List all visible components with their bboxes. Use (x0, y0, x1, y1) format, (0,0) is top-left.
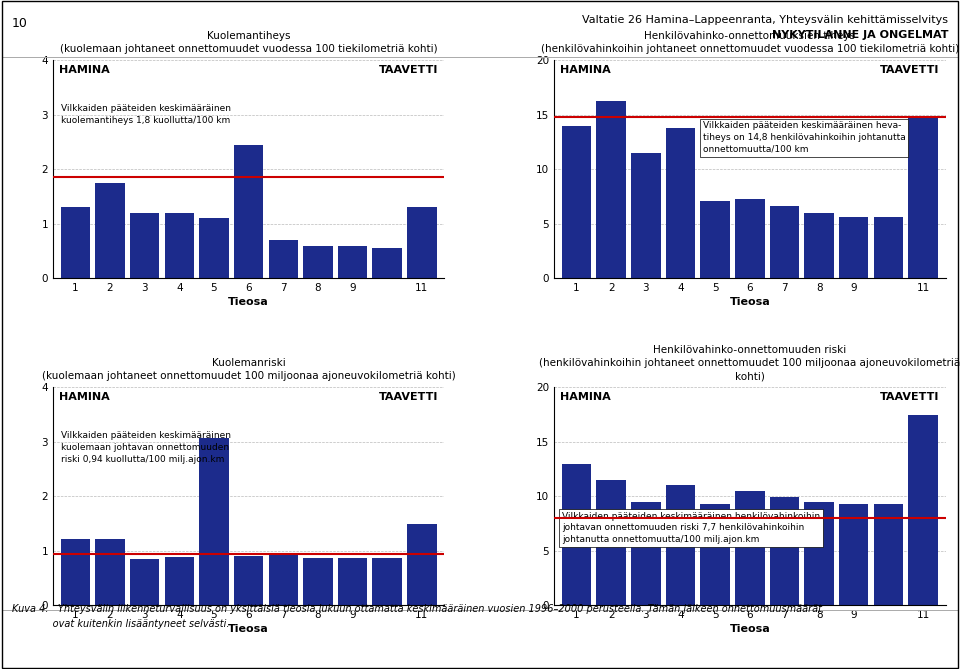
X-axis label: Tieosa: Tieosa (228, 297, 269, 307)
Bar (839, 217, 869, 278)
Bar (95, 183, 125, 278)
Bar (701, 201, 730, 278)
X-axis label: Tieosa: Tieosa (228, 624, 269, 634)
Text: HAMINA: HAMINA (560, 392, 611, 401)
Bar (596, 480, 626, 605)
Bar (908, 117, 938, 278)
Bar (407, 524, 437, 605)
X-axis label: Tieosa: Tieosa (730, 624, 770, 634)
Bar (234, 557, 263, 605)
Bar (60, 539, 90, 605)
Bar (735, 199, 764, 278)
Text: Vilkkaiden pääteiden keskimääräinen heva-
tiheys on 14,8 henkilövahinkoihin joht: Vilkkaiden pääteiden keskimääräinen heva… (703, 121, 905, 154)
Text: HAMINA: HAMINA (59, 392, 109, 401)
Text: Vilkkaiden pääteiden keskimääräinen henkilövahinkoihin
johtavan onnettomuuden ri: Vilkkaiden pääteiden keskimääräinen henk… (562, 512, 820, 545)
X-axis label: Tieosa: Tieosa (730, 297, 770, 307)
Bar (95, 539, 125, 605)
Bar (130, 559, 159, 605)
Bar (200, 218, 228, 278)
Bar (338, 558, 368, 605)
Text: ovat kuitenkin lisääntyneet selvästi.: ovat kuitenkin lisääntyneet selvästi. (12, 619, 229, 629)
Bar (562, 464, 591, 605)
Bar (874, 217, 903, 278)
Bar (200, 438, 228, 605)
Bar (372, 558, 402, 605)
Bar (839, 504, 869, 605)
Bar (666, 128, 695, 278)
Text: TAAVETTI: TAAVETTI (880, 392, 940, 401)
Text: Valtatie 26 Hamina–Lappeenranta, Yhteysvälin kehittämisselvitys: Valtatie 26 Hamina–Lappeenranta, Yhteysv… (583, 15, 948, 25)
Title: Kuolemantiheys
(kuolemaan johtaneet onnettomuudet vuodessa 100 tiekilometriä koh: Kuolemantiheys (kuolemaan johtaneet onne… (60, 31, 438, 54)
Text: TAAVETTI: TAAVETTI (379, 65, 439, 74)
Bar (666, 486, 695, 605)
Bar (874, 504, 903, 605)
Bar (701, 504, 730, 605)
Bar (164, 557, 194, 605)
Bar (804, 502, 834, 605)
Bar (908, 415, 938, 605)
Bar (164, 213, 194, 278)
Bar (562, 126, 591, 278)
Title: Henkilövahinko-onnettomuuden riski
(henkilövahinkoihin johtaneet onnettomuudet 1: Henkilövahinko-onnettomuuden riski (henk… (540, 345, 960, 381)
Text: Kuva 4.   Yhteysvälin liikenneturvallisuus on yksittäisiä tieosia lukuun ottamat: Kuva 4. Yhteysvälin liikenneturvallisuus… (12, 604, 822, 614)
Text: HAMINA: HAMINA (59, 65, 109, 74)
Bar (130, 213, 159, 278)
Text: HAMINA: HAMINA (560, 65, 611, 74)
Bar (60, 207, 90, 278)
Bar (303, 558, 332, 605)
Text: TAAVETTI: TAAVETTI (880, 65, 940, 74)
Title: Kuolemanriski
(kuolemaan johtaneet onnettomuudet 100 miljoonaa ajoneuvokilometri: Kuolemanriski (kuolemaan johtaneet onnet… (41, 358, 455, 381)
Bar (596, 100, 626, 278)
Bar (269, 240, 298, 278)
Bar (234, 145, 263, 278)
Bar (338, 246, 368, 278)
Bar (303, 246, 332, 278)
Bar (770, 498, 799, 605)
Bar (407, 207, 437, 278)
Bar (804, 213, 834, 278)
Bar (735, 491, 764, 605)
Text: Vilkkaiden pääteiden keskimääräinen
kuolemaan johtavan onnettomuuden
riski 0,94 : Vilkkaiden pääteiden keskimääräinen kuol… (60, 431, 230, 464)
Text: TAAVETTI: TAAVETTI (379, 392, 439, 401)
Bar (269, 555, 298, 605)
Bar (631, 502, 660, 605)
Text: NYKYTILANNE JA ONGELMAT: NYKYTILANNE JA ONGELMAT (772, 30, 948, 40)
Bar (770, 206, 799, 278)
Bar (631, 153, 660, 278)
Bar (372, 248, 402, 278)
Title: Henkilövahinko-onnettomuuksien tiheys
(henkilövahinkoihin johtaneet onnettomuude: Henkilövahinko-onnettomuuksien tiheys (h… (540, 31, 959, 54)
Text: Vilkkaiden pääteiden keskimääräinen
kuolemantiheys 1,8 kuollutta/100 km: Vilkkaiden pääteiden keskimääräinen kuol… (60, 104, 230, 124)
Text: 10: 10 (12, 17, 28, 29)
